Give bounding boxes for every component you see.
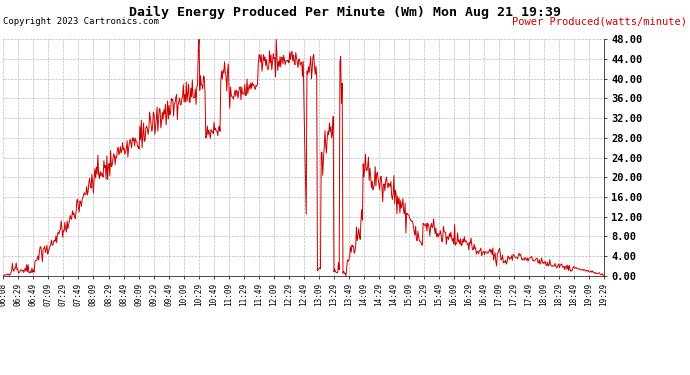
Text: Daily Energy Produced Per Minute (Wm) Mon Aug 21 19:39: Daily Energy Produced Per Minute (Wm) Mo…	[129, 6, 561, 19]
Text: Copyright 2023 Cartronics.com: Copyright 2023 Cartronics.com	[3, 17, 159, 26]
Text: Power Produced(watts/minute): Power Produced(watts/minute)	[511, 17, 687, 27]
